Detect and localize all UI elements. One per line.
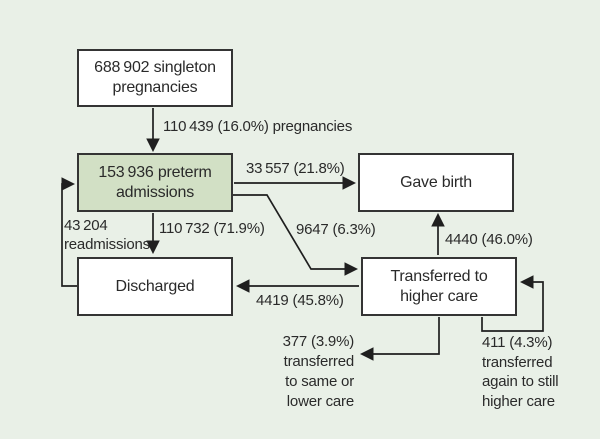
node-transferred-higher-care: Transferred to higher care [361,257,517,316]
arrow-readmissions-loop [61,177,78,287]
label-readmissions-line1: 43 204 [64,217,108,234]
label-readmissions: 43 204 readmissions [64,216,150,254]
node-transferred-line2: higher care [400,287,478,305]
node-discharged-line1: Discharged [115,277,195,295]
arrow-transferred-same-lower [359,317,440,361]
label-same-lower-line1: 377 (3.9%) [282,333,355,350]
label-readmissions-line2: readmissions [64,236,150,253]
node-preterm-line1: 153 936 preterm [98,163,212,181]
node-gave-birth-line1: Gave birth [400,173,472,191]
node-singleton-line2: pregnancies [112,79,198,96]
label-again-higher-line2: transferred [482,353,553,371]
node-singleton-pregnancies: 688 902 singleton pregnancies [77,49,233,107]
label-same-lower-care: 377 (3.9%) transferred to same or lower … [234,332,355,412]
label-transfer-discharged-flow: 4419 (45.8%) [256,292,344,309]
label-again-higher-line1: 411 (4.3%) [482,334,553,351]
label-transfer-gave-birth-flow: 4440 (46.0%) [445,231,533,248]
node-singleton-line1: 688 902 singleton [94,59,216,76]
label-same-lower-line3: to same or [285,373,354,390]
label-same-lower-line4: lower care [286,393,354,410]
node-gave-birth: Gave birth [358,153,514,212]
node-preterm-admissions: 153 936 preterm admissions [77,153,233,212]
node-preterm-line2: admissions [115,183,195,201]
label-again-higher-line3: again to still [482,373,559,390]
label-again-higher-care: 411 (4.3%) transferred again to still hi… [482,333,559,411]
label-discharged-flow: 110 732 (71.9%) [159,220,265,237]
label-transfer-flow: 9647 (6.3%) [296,221,376,238]
label-again-higher-line4: higher care [482,392,555,410]
node-discharged: Discharged [77,257,233,316]
label-pregnancies-flow: 110 439 (16.0%) pregnancies [163,118,353,135]
node-transferred-line1: Transferred to [390,267,488,285]
arrow-preterm-to-transferred [233,194,359,276]
arrow-transferred-again-higher [481,275,544,332]
label-same-lower-line2: transferred [283,353,355,370]
label-gave-birth-flow: 33 557 (21.8%) [246,160,345,177]
